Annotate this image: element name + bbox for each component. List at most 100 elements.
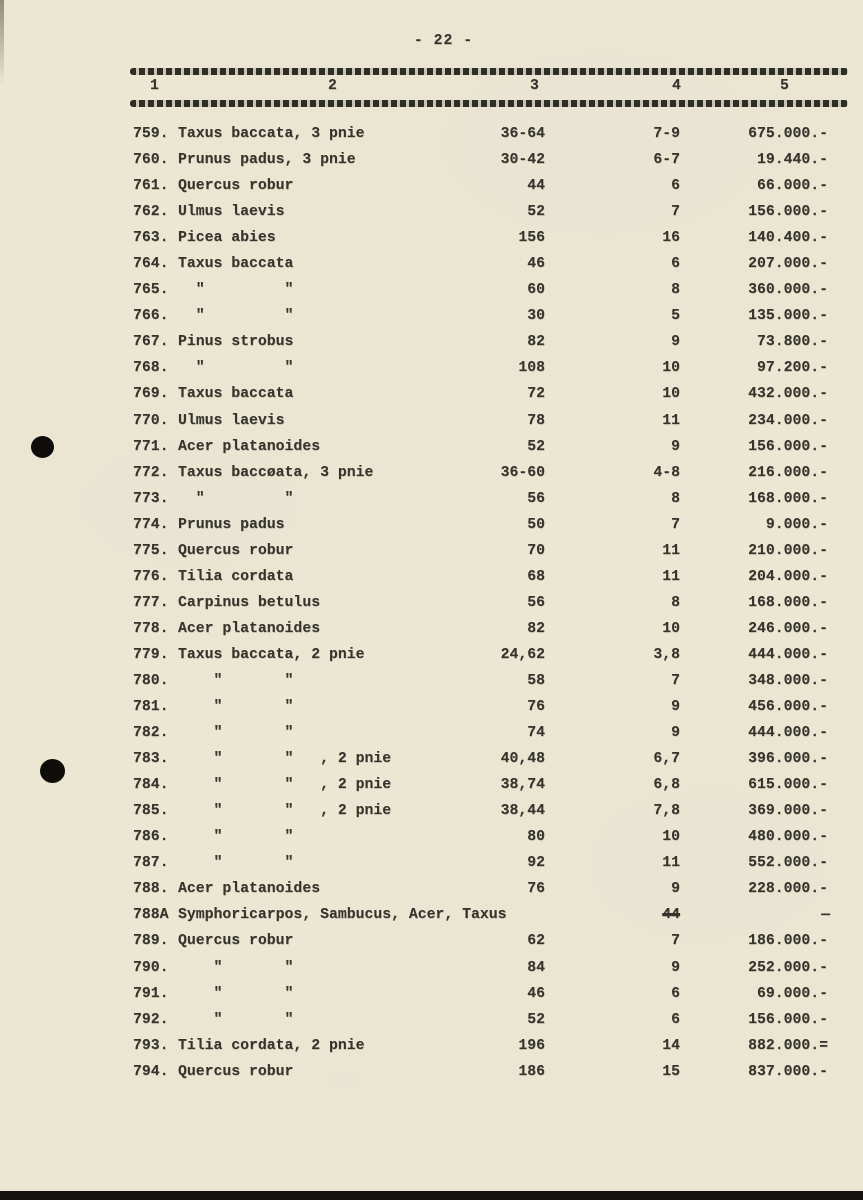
size-value: 52 <box>527 438 545 455</box>
table-row: 792. " " 52 6 156.000.- <box>133 1007 848 1033</box>
table-row: 784. " " , 2 pnie 38,74 6,8 615.000.- <box>133 772 848 798</box>
table-column-headers: 1 2 3 4 5 <box>130 78 848 98</box>
species-name: " " <box>178 490 294 507</box>
row-number: 789. <box>133 933 169 950</box>
table-row: 772. Taxus baccøata, 3 pnie 36-60 4-8 216.00… <box>133 460 848 486</box>
price-value: 246.000.- <box>748 620 828 637</box>
price-value: 396.000.- <box>748 751 828 768</box>
price-value: 432.000.- <box>748 386 828 403</box>
price-value: 615.000.- <box>748 777 828 794</box>
size-value: 82 <box>527 620 545 637</box>
price-value: 444.000.- <box>748 646 828 663</box>
size-value: 36-60 <box>500 464 545 481</box>
species-name: " " , 2 pnie <box>178 751 392 768</box>
species-name: Picea abies <box>178 230 276 247</box>
column-header-4: 4 <box>672 78 681 94</box>
price-value: 480.000.- <box>748 829 828 846</box>
species-name: " " <box>178 282 294 299</box>
table-row: 793. Tilia cordata, 2 pnie 196 14 882.000.= <box>133 1033 848 1059</box>
table-row: 768. " " 108 10 97.200.- <box>133 355 848 381</box>
price-value: 228.000.- <box>748 881 828 898</box>
price-value: 135.000.- <box>748 308 828 325</box>
row-number: 778. <box>133 620 169 637</box>
species-name: " " <box>178 959 294 976</box>
count-value: 7 <box>671 204 680 221</box>
size-value: 82 <box>527 334 545 351</box>
count-value: 7-9 <box>653 126 680 142</box>
price-value: 837.000.- <box>748 1063 828 1080</box>
row-number: 794. <box>133 1063 169 1080</box>
count-value: 7 <box>671 933 680 950</box>
size-value: 56 <box>527 594 545 611</box>
price-value: 156.000.- <box>748 438 828 455</box>
size-value: 72 <box>527 386 545 403</box>
price-value: 234.000.- <box>748 412 828 429</box>
size-value: 78 <box>527 412 545 429</box>
row-number: 769. <box>133 386 169 403</box>
row-number: 788A <box>133 907 169 924</box>
count-value: 9 <box>671 959 680 976</box>
row-number: 786. <box>133 829 169 846</box>
species-name: " " <box>178 308 294 325</box>
column-header-1: 1 <box>150 78 159 94</box>
size-value: 46 <box>527 985 545 1002</box>
species-name: Quercus robur <box>178 1063 294 1080</box>
price-value: 204.000.- <box>748 568 828 585</box>
size-value: 186 <box>518 1063 545 1080</box>
table-row: 759. Taxus baccata, 3 pnie 36-64 7-9 675.000… <box>133 121 848 147</box>
page-edge-shadow <box>0 0 4 85</box>
row-number: 787. <box>133 855 169 872</box>
species-name: " " <box>178 699 294 716</box>
size-value: 38,44 <box>500 803 545 820</box>
punch-hole-bottom <box>40 759 65 783</box>
species-name: " " <box>178 725 294 742</box>
price-value: 73.800.- <box>756 334 828 351</box>
table-row: 782. " " 74 9 444.000.- <box>133 720 848 746</box>
row-number: 766. <box>133 308 169 325</box>
table-row: 765. " " 60 8 360.000.- <box>133 277 848 303</box>
size-value: 56 <box>527 490 545 507</box>
row-number: 776. <box>133 568 169 585</box>
species-name: Prunus padus, 3 pnie <box>178 152 356 169</box>
price-value: 140.400.- <box>748 230 828 247</box>
table-row: 781. " " 76 9 456.000.- <box>133 694 848 720</box>
row-number: 765. <box>133 282 169 299</box>
size-value: 46 <box>527 256 545 273</box>
species-name: " " , 2 pnie <box>178 777 392 794</box>
count-value: 7 <box>671 672 680 689</box>
price-value: 97.200.- <box>756 360 828 377</box>
species-name: Taxus baccøata, 3 pnie <box>178 464 374 481</box>
row-number: 792. <box>133 1011 169 1028</box>
table-row: 794. Quercus robur 186 15 837.000.- <box>133 1059 848 1085</box>
row-number: 770. <box>133 412 169 429</box>
species-name: Quercus robur <box>178 178 294 195</box>
price-value: 69.000.- <box>756 985 828 1002</box>
row-number: 767. <box>133 334 169 351</box>
row-number: 762. <box>133 204 169 221</box>
row-number: 759. <box>133 126 169 142</box>
count-value: 7,8 <box>653 803 680 820</box>
count-value: 6,8 <box>653 777 680 794</box>
row-number: 777. <box>133 594 169 611</box>
table-row: 761. Quercus robur 44 6 66.000.- <box>133 173 848 199</box>
row-number: 779. <box>133 646 169 663</box>
table-row: 776. Tilia cordata 68 11 204.000.- <box>133 564 848 590</box>
species-name: Acer platanoides <box>178 620 321 637</box>
table-row: 774. Prunus padus 50 7 9.000.- <box>133 512 848 538</box>
table-row: 786. " " 80 10 480.000.- <box>133 824 848 850</box>
size-value: 52 <box>527 204 545 221</box>
count-value: 9 <box>671 881 680 898</box>
species-name: " " <box>178 1011 294 1028</box>
species-name: Symphoricarpos, Sambucus, Acer, Taxus <box>178 907 507 924</box>
price-value: 252.000.- <box>748 959 828 976</box>
count-value: 14 <box>662 1037 680 1054</box>
table-row: 778. Acer platanoides 82 10 246.000.- <box>133 616 848 642</box>
count-value: 11 <box>662 542 680 559</box>
species-name: Tilia cordata <box>178 568 294 585</box>
column-header-2: 2 <box>328 78 337 94</box>
size-value: 74 <box>527 725 545 742</box>
table-row: 767. Pinus strobus 82 9 73.800.- <box>133 329 848 355</box>
size-value: 80 <box>527 829 545 846</box>
species-name: " " <box>178 672 294 689</box>
price-value: 882.000.= <box>748 1037 828 1054</box>
